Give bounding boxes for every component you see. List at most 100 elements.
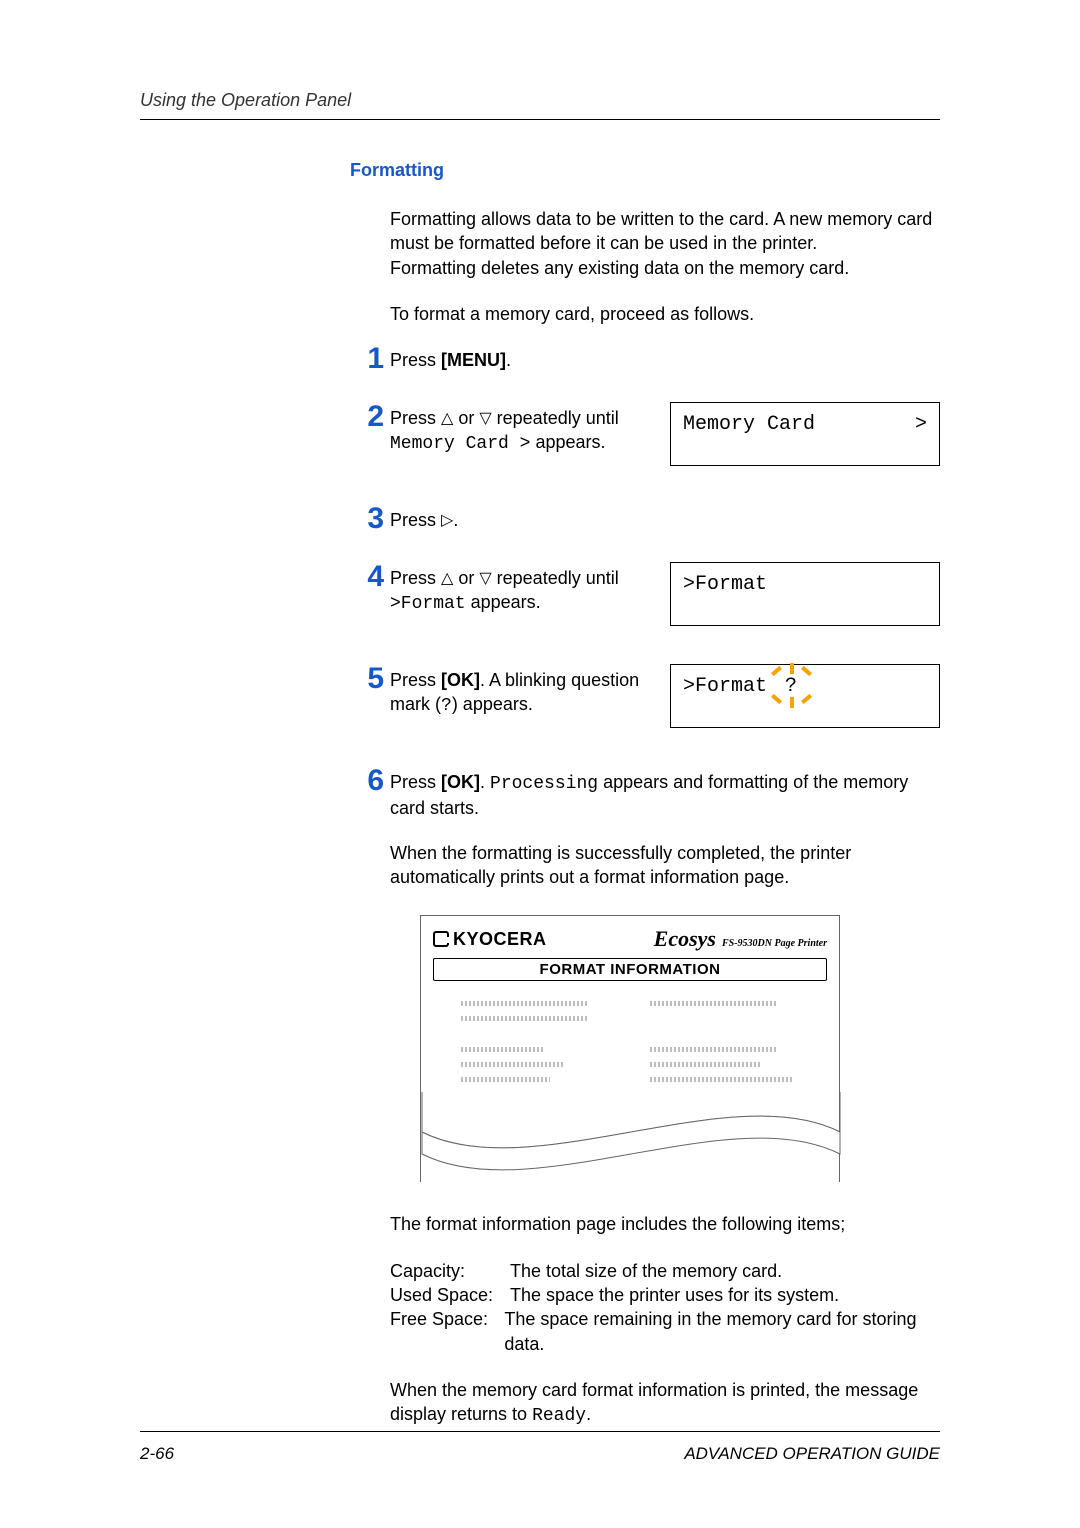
figure-wrap: KYOCERA Ecosys FS-9530DN Page Printer FO… [420,915,940,1182]
kyocera-mark-icon [433,931,449,947]
figure-body [421,987,839,1086]
mono-text: Memory Card > [390,434,530,454]
label: Free Space: [390,1307,504,1356]
t: Press [390,350,441,370]
t: Press [390,408,441,428]
step-number: 1 [350,342,384,376]
t: Press [390,568,441,588]
page-number: 2-66 [140,1444,174,1464]
t: When the memory card format information … [390,1380,918,1424]
ok-key: [OK] [441,670,480,690]
section-title: Formatting [350,160,940,181]
t: Press [390,772,441,792]
page: Using the Operation Panel Formatting For… [0,0,1080,1528]
step-5: 5 Press [OK]. A blinking question mark (… [350,668,940,742]
t: Press [390,670,441,690]
t: >Format [683,675,767,698]
label: Capacity: [390,1259,510,1283]
step-3: 3 Press ▷. [350,508,940,538]
step-text: Press [MENU]. [390,348,940,372]
t: Press [390,510,441,530]
placeholder-line [461,1077,550,1082]
mono-text: Processing [490,774,598,794]
lcd-caret: > [907,413,927,436]
blink-char: ? [785,675,797,698]
ray-icon [790,697,794,708]
blink-indicator: ? [785,675,797,698]
ray-icon [801,666,812,676]
ok-key: [OK] [441,772,480,792]
t: repeatedly until [492,568,619,588]
lcd-text: Memory Card [683,413,907,436]
t: appears. [530,432,605,452]
t: . [506,350,511,370]
t: . [453,510,458,530]
figure-torn-edge [421,1092,839,1182]
up-triangle-icon: △ [441,410,453,427]
kyocera-logo: KYOCERA [433,929,547,950]
t: . [480,772,490,792]
figure-title: FORMAT INFORMATION [433,958,827,981]
step-4: 4 Press △ or ▽ repeatedly until >Format … [350,566,940,640]
ray-icon [771,666,782,676]
value: The total size of the memory card. [510,1259,782,1283]
t: repeatedly until [492,408,619,428]
page-footer: 2-66 ADVANCED OPERATION GUIDE [140,1444,940,1464]
placeholder-line [650,1047,777,1052]
value: The space remaining in the memory card f… [504,1307,940,1356]
after-step6-paragraph: When the formatting is successfully comp… [390,841,940,890]
format-info-figure: KYOCERA Ecosys FS-9530DN Page Printer FO… [420,915,840,1182]
figure-col-left [461,1001,610,1082]
intro-paragraph-1: Formatting allows data to be written to … [390,207,940,280]
model-text: FS-9530DN Page Printer [716,938,827,949]
lcd-text: >Format ? [683,675,927,698]
content-area: Formatting Formatting allows data to be … [350,160,940,1428]
step-text: Press [OK]. Processing appears and forma… [390,770,940,821]
step-1: 1 Press [MENU]. [350,348,940,378]
placeholder-line [461,1001,588,1006]
placeholder-line [650,1001,777,1006]
lcd-display: >Format [670,562,940,626]
placeholder-line [461,1062,565,1067]
step-number: 6 [350,764,384,798]
value: The space the printer uses for its syste… [510,1283,839,1307]
figure-header: KYOCERA Ecosys FS-9530DN Page Printer [421,916,839,958]
figure-title-row: FORMAT INFORMATION [421,958,839,987]
t: ) appears. [452,694,533,714]
ecosys-text: Ecosys [654,926,716,952]
step-text: Press ▷. [390,508,940,532]
placeholder-line [461,1016,588,1021]
down-triangle-icon: ▽ [479,570,491,587]
right-triangle-icon: ▷ [441,512,453,529]
placeholder-line [650,1077,792,1082]
ray-icon [771,694,782,704]
footer-rule [140,1431,940,1432]
mono-text: ? [441,696,452,716]
t: or [453,568,479,588]
top-rule [140,119,940,120]
lcd-text: >Format [683,573,927,596]
step-number: 4 [350,560,384,594]
up-triangle-icon: △ [441,570,453,587]
intro-paragraph-2: To format a memory card, proceed as foll… [390,302,940,326]
items-table: Capacity:The total size of the memory ca… [390,1259,940,1356]
placeholder-line [650,1062,762,1067]
step-2: 2 Press △ or ▽ repeatedly until Memory C… [350,406,940,480]
ray-icon [790,663,794,674]
label: Used Space: [390,1283,510,1307]
figure-col-right [650,1001,799,1082]
t: appears. [466,592,541,612]
step-number: 3 [350,502,384,536]
step-number: 2 [350,400,384,434]
step-6: 6 Press [OK]. Processing appears and for… [350,770,940,821]
lcd-display: Memory Card > [670,402,940,466]
after-figure-p1: The format information page includes the… [390,1212,940,1236]
lcd-display: >Format ? [670,664,940,728]
mono-text: >Format [390,594,466,614]
t: or [453,408,479,428]
after-figure-p2: When the memory card format information … [390,1378,940,1429]
step-number: 5 [350,662,384,696]
placeholder-line [461,1047,543,1052]
menu-key: [MENU] [441,350,506,370]
t: . [586,1404,591,1424]
